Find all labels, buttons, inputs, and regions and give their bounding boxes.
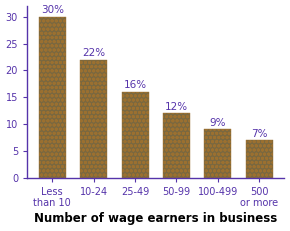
X-axis label: Number of wage earners in business: Number of wage earners in business — [34, 213, 278, 225]
Bar — [122, 92, 148, 178]
Bar — [204, 129, 231, 178]
Text: 7%: 7% — [251, 128, 268, 139]
Text: 12%: 12% — [165, 102, 188, 112]
Text: 16%: 16% — [124, 80, 147, 90]
Bar — [246, 140, 273, 178]
Bar — [39, 17, 66, 178]
Text: 22%: 22% — [82, 48, 105, 58]
Bar — [163, 113, 190, 178]
Bar — [80, 60, 107, 178]
Text: 9%: 9% — [210, 118, 226, 128]
Text: 30%: 30% — [41, 5, 64, 15]
